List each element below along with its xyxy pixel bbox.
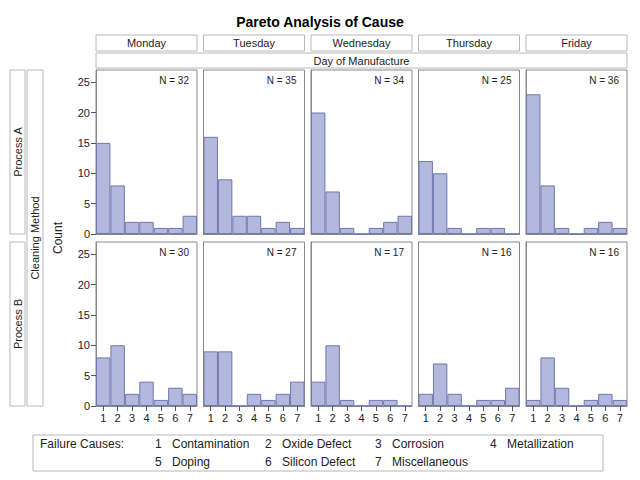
svg-text:3: 3 xyxy=(129,412,135,424)
svg-text:4: 4 xyxy=(490,437,497,451)
svg-text:N = 36: N = 36 xyxy=(589,75,619,86)
svg-text:4: 4 xyxy=(358,412,364,424)
svg-text:7: 7 xyxy=(375,455,382,469)
svg-text:7: 7 xyxy=(402,412,408,424)
svg-text:2: 2 xyxy=(330,412,336,424)
svg-text:N = 30: N = 30 xyxy=(159,247,189,258)
svg-text:5: 5 xyxy=(155,455,162,469)
svg-text:0: 0 xyxy=(84,228,90,240)
svg-text:5: 5 xyxy=(588,412,594,424)
svg-text:Doping: Doping xyxy=(172,455,210,469)
svg-text:5: 5 xyxy=(84,370,90,382)
svg-text:Metallization: Metallization xyxy=(507,437,574,451)
svg-text:N = 16: N = 16 xyxy=(589,247,619,258)
svg-text:25: 25 xyxy=(78,76,90,88)
svg-text:5: 5 xyxy=(265,412,271,424)
svg-text:20: 20 xyxy=(78,279,90,291)
svg-text:10: 10 xyxy=(78,167,90,179)
svg-text:Failure Causes:: Failure Causes: xyxy=(40,437,124,451)
svg-text:Miscellaneous: Miscellaneous xyxy=(392,455,468,469)
svg-text:20: 20 xyxy=(78,107,90,119)
svg-text:Tuesday: Tuesday xyxy=(233,37,275,49)
svg-text:1: 1 xyxy=(100,412,106,424)
svg-text:7: 7 xyxy=(617,412,623,424)
svg-text:4: 4 xyxy=(251,412,257,424)
svg-text:15: 15 xyxy=(78,309,90,321)
svg-text:6: 6 xyxy=(265,455,272,469)
svg-text:7: 7 xyxy=(509,412,515,424)
svg-text:Count: Count xyxy=(51,221,65,254)
svg-text:6: 6 xyxy=(495,412,501,424)
svg-text:3: 3 xyxy=(452,412,458,424)
svg-text:5: 5 xyxy=(480,412,486,424)
svg-text:Silicon Defect: Silicon Defect xyxy=(282,455,356,469)
svg-text:Process B: Process B xyxy=(12,299,24,349)
svg-text:6: 6 xyxy=(387,412,393,424)
svg-text:3: 3 xyxy=(344,412,350,424)
svg-text:3: 3 xyxy=(237,412,243,424)
svg-text:5: 5 xyxy=(158,412,164,424)
svg-text:7: 7 xyxy=(187,412,193,424)
svg-text:1: 1 xyxy=(315,412,321,424)
svg-text:3: 3 xyxy=(559,412,565,424)
svg-text:Thursday: Thursday xyxy=(446,37,492,49)
svg-text:Pareto Analysis of Cause: Pareto Analysis of Cause xyxy=(236,14,404,30)
svg-text:6: 6 xyxy=(602,412,608,424)
svg-text:Contamination: Contamination xyxy=(172,437,249,451)
svg-text:0: 0 xyxy=(84,400,90,412)
svg-text:N = 16: N = 16 xyxy=(482,247,512,258)
svg-text:4: 4 xyxy=(573,412,579,424)
svg-text:N = 17: N = 17 xyxy=(374,247,404,258)
svg-text:6: 6 xyxy=(172,412,178,424)
svg-text:2: 2 xyxy=(437,412,443,424)
svg-text:Wednesday: Wednesday xyxy=(333,37,391,49)
svg-text:2: 2 xyxy=(545,412,551,424)
svg-text:1: 1 xyxy=(155,437,162,451)
svg-text:N = 27: N = 27 xyxy=(267,247,297,258)
svg-text:4: 4 xyxy=(143,412,149,424)
svg-text:Process A: Process A xyxy=(12,127,24,177)
svg-text:25: 25 xyxy=(78,248,90,260)
svg-text:Monday: Monday xyxy=(127,37,167,49)
svg-text:2: 2 xyxy=(222,412,228,424)
svg-text:2: 2 xyxy=(115,412,121,424)
svg-text:1: 1 xyxy=(530,412,536,424)
svg-text:N = 32: N = 32 xyxy=(159,75,189,86)
svg-text:4: 4 xyxy=(466,412,472,424)
svg-text:Day of Manufacture: Day of Manufacture xyxy=(314,55,410,67)
svg-text:3: 3 xyxy=(375,437,382,451)
svg-text:N = 35: N = 35 xyxy=(267,75,297,86)
svg-text:10: 10 xyxy=(78,339,90,351)
svg-text:Cleaning Method: Cleaning Method xyxy=(29,196,41,279)
svg-text:Corrosion: Corrosion xyxy=(392,437,444,451)
svg-text:2: 2 xyxy=(265,437,272,451)
svg-text:15: 15 xyxy=(78,137,90,149)
svg-text:Oxide Defect: Oxide Defect xyxy=(282,437,352,451)
svg-text:N = 25: N = 25 xyxy=(482,75,512,86)
svg-text:1: 1 xyxy=(208,412,214,424)
svg-text:N = 34: N = 34 xyxy=(374,75,404,86)
svg-text:7: 7 xyxy=(294,412,300,424)
svg-text:1: 1 xyxy=(423,412,429,424)
svg-text:5: 5 xyxy=(84,198,90,210)
svg-text:Friday: Friday xyxy=(561,37,592,49)
svg-text:5: 5 xyxy=(373,412,379,424)
svg-text:6: 6 xyxy=(280,412,286,424)
